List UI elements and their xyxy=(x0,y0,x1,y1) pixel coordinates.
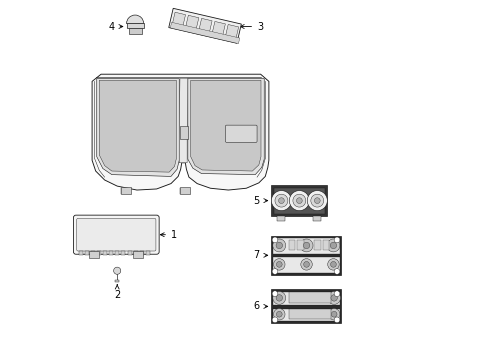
Circle shape xyxy=(333,317,339,323)
Bar xyxy=(314,240,320,251)
Circle shape xyxy=(276,261,282,267)
Circle shape xyxy=(271,269,277,274)
Circle shape xyxy=(276,295,282,301)
Bar xyxy=(128,28,142,34)
Bar xyxy=(121,187,131,194)
FancyBboxPatch shape xyxy=(77,219,156,251)
Bar xyxy=(88,251,99,258)
Polygon shape xyxy=(212,22,225,36)
Circle shape xyxy=(271,190,291,211)
Text: 3: 3 xyxy=(240,22,263,32)
Circle shape xyxy=(273,309,285,320)
Bar xyxy=(273,238,339,254)
Bar xyxy=(103,251,107,255)
Polygon shape xyxy=(99,80,176,172)
Text: 2: 2 xyxy=(114,285,120,301)
Text: 7: 7 xyxy=(253,250,267,260)
Circle shape xyxy=(303,242,309,249)
Text: 6: 6 xyxy=(253,301,267,311)
Bar xyxy=(289,309,330,319)
Circle shape xyxy=(300,239,312,252)
Circle shape xyxy=(333,269,339,274)
Bar xyxy=(276,216,284,221)
Bar xyxy=(273,292,339,305)
Circle shape xyxy=(273,258,285,270)
Bar xyxy=(79,251,82,255)
Circle shape xyxy=(278,198,284,203)
Bar xyxy=(273,309,339,321)
Bar xyxy=(115,251,119,255)
Circle shape xyxy=(271,317,277,323)
Circle shape xyxy=(300,258,312,270)
Circle shape xyxy=(327,292,340,304)
Polygon shape xyxy=(97,78,179,176)
Bar xyxy=(271,185,326,216)
Text: 5: 5 xyxy=(253,195,267,206)
Circle shape xyxy=(330,295,337,301)
Bar xyxy=(273,188,324,214)
Bar xyxy=(271,289,341,323)
Bar xyxy=(180,187,190,194)
Circle shape xyxy=(303,261,309,267)
Bar xyxy=(133,251,143,258)
Text: 1: 1 xyxy=(160,230,177,240)
Bar xyxy=(288,240,294,251)
Circle shape xyxy=(289,190,309,211)
Text: 4: 4 xyxy=(108,22,122,32)
Bar xyxy=(289,292,330,303)
Circle shape xyxy=(314,198,320,203)
Polygon shape xyxy=(168,8,241,43)
Circle shape xyxy=(330,311,336,317)
Circle shape xyxy=(333,291,339,297)
Polygon shape xyxy=(198,18,212,33)
Bar xyxy=(273,257,339,273)
Bar xyxy=(126,23,143,28)
Circle shape xyxy=(271,291,277,297)
Bar xyxy=(133,251,137,255)
Bar xyxy=(91,251,95,255)
Circle shape xyxy=(327,258,339,270)
Bar xyxy=(97,251,101,255)
Bar xyxy=(297,240,303,251)
Polygon shape xyxy=(179,78,187,163)
Polygon shape xyxy=(185,15,199,30)
Bar xyxy=(115,280,119,282)
Circle shape xyxy=(274,194,287,207)
Circle shape xyxy=(306,190,326,211)
Polygon shape xyxy=(172,12,185,27)
Bar xyxy=(271,235,341,275)
Bar xyxy=(109,251,113,255)
Circle shape xyxy=(310,194,323,207)
Bar xyxy=(313,216,321,221)
Circle shape xyxy=(113,267,121,274)
Circle shape xyxy=(330,261,336,267)
Circle shape xyxy=(326,239,339,252)
Polygon shape xyxy=(92,74,268,190)
Circle shape xyxy=(276,311,282,317)
Circle shape xyxy=(296,198,302,203)
Bar xyxy=(140,251,143,255)
Circle shape xyxy=(333,237,339,243)
Bar xyxy=(145,251,149,255)
Circle shape xyxy=(276,242,282,249)
Circle shape xyxy=(328,309,339,320)
FancyBboxPatch shape xyxy=(73,215,159,254)
Circle shape xyxy=(272,239,285,252)
Circle shape xyxy=(329,242,336,249)
Bar xyxy=(85,251,89,255)
Polygon shape xyxy=(170,22,239,44)
Bar xyxy=(180,126,187,139)
Wedge shape xyxy=(126,15,143,24)
Circle shape xyxy=(271,237,277,243)
Circle shape xyxy=(272,292,285,304)
FancyBboxPatch shape xyxy=(225,125,257,142)
Bar xyxy=(323,240,329,251)
Bar xyxy=(121,251,125,255)
Polygon shape xyxy=(190,80,261,171)
Polygon shape xyxy=(225,24,238,40)
Circle shape xyxy=(292,194,305,207)
Bar xyxy=(127,251,131,255)
Polygon shape xyxy=(187,78,264,175)
